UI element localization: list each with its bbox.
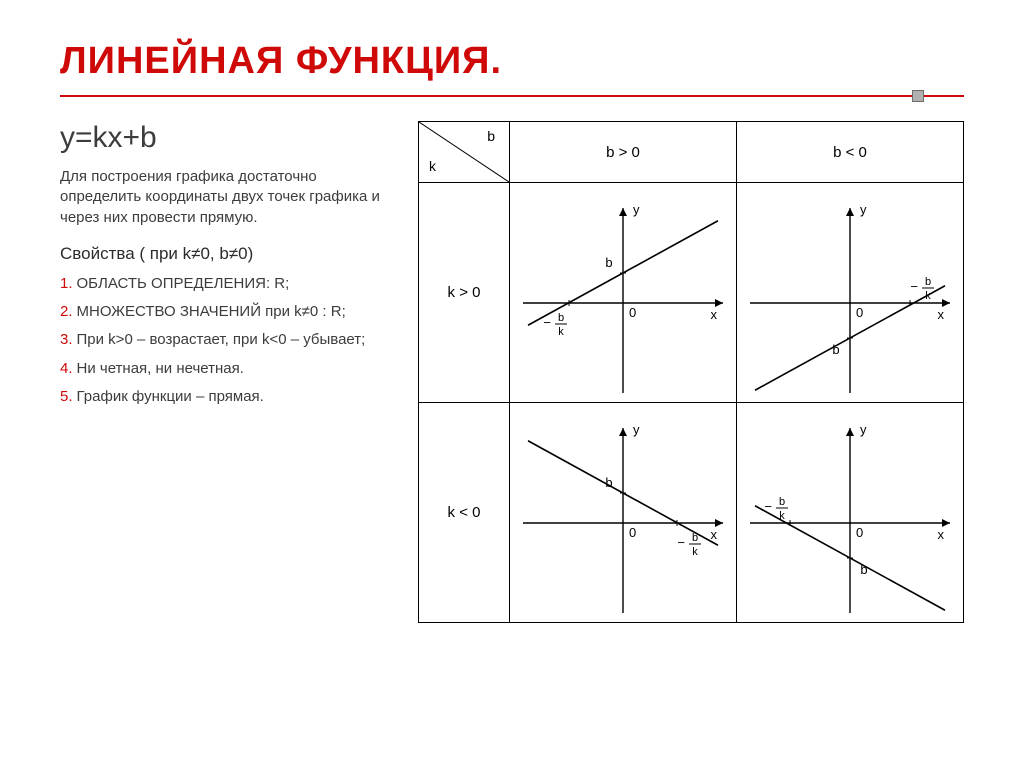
list-item: Ни четная, ни нечетная. <box>60 359 390 379</box>
svg-text:y: y <box>633 422 640 437</box>
corner-cell: b k <box>419 122 509 182</box>
rule-square-icon <box>912 90 924 102</box>
svg-text:−: − <box>764 499 772 514</box>
svg-text:k: k <box>779 510 785 522</box>
corner-k-label: k <box>429 158 436 174</box>
svg-text:b: b <box>925 276 931 288</box>
col-header: b < 0 <box>737 122 964 183</box>
chart-cell-kpos-bpos: x y 0 b − b k <box>510 183 736 402</box>
svg-text:b: b <box>832 342 839 357</box>
svg-text:0: 0 <box>856 305 863 320</box>
intro-paragraph: Для построения графика достаточно опреде… <box>60 167 390 228</box>
svg-text:k: k <box>692 546 698 558</box>
svg-text:−: − <box>543 315 551 330</box>
page-title: ЛИНЕЙНАЯ ФУНКЦИЯ. <box>60 40 964 83</box>
title-rule <box>60 89 964 103</box>
corner-b-label: b <box>487 128 495 144</box>
svg-text:x: x <box>938 527 945 542</box>
svg-text:k: k <box>925 290 931 302</box>
svg-text:−: − <box>677 535 685 550</box>
svg-text:0: 0 <box>629 525 636 540</box>
row-header: k < 0 <box>419 403 510 623</box>
list-item: МНОЖЕСТВО ЗНАЧЕНИЙ при k≠0 : R; <box>60 302 390 322</box>
svg-text:x: x <box>711 307 718 322</box>
col-header: b > 0 <box>510 122 737 183</box>
text-column: y=kx+b Для построения графика достаточно… <box>60 121 390 415</box>
properties-list: ОБЛАСТЬ ОПРЕДЕЛЕНИЯ: R; МНОЖЕСТВО ЗНАЧЕН… <box>60 274 390 407</box>
chart-cell-kpos-bneg: x y 0 b − b k <box>737 183 963 402</box>
svg-text:−: − <box>910 279 918 294</box>
chart-cell-kneg-bneg: x y 0 b − b k <box>737 403 963 622</box>
list-item: При k>0 – возрастает, при k<0 – убывает; <box>60 330 390 350</box>
row-header: k > 0 <box>419 183 510 403</box>
svg-text:b: b <box>605 475 612 490</box>
svg-text:b: b <box>692 532 698 544</box>
svg-text:y: y <box>633 202 640 217</box>
properties-heading: Свойства ( при k≠0, b≠0) <box>60 244 390 264</box>
svg-text:0: 0 <box>856 525 863 540</box>
chart-table-region: b k b > 0 b < 0 k > 0 x y 0 b − <box>418 121 964 623</box>
formula: y=kx+b <box>60 121 390 155</box>
svg-text:x: x <box>938 307 945 322</box>
svg-text:b: b <box>779 496 785 508</box>
chart-cell-kneg-bpos: x y 0 b − b k <box>510 403 736 622</box>
svg-text:b: b <box>860 562 867 577</box>
cases-table: b k b > 0 b < 0 k > 0 x y 0 b − <box>418 121 964 623</box>
list-item: ОБЛАСТЬ ОПРЕДЕЛЕНИЯ: R; <box>60 274 390 294</box>
list-item: График функции – прямая. <box>60 387 390 407</box>
svg-text:x: x <box>711 527 718 542</box>
svg-text:b: b <box>605 255 612 270</box>
svg-text:y: y <box>860 202 867 217</box>
svg-text:y: y <box>860 422 867 437</box>
svg-text:b: b <box>558 312 564 324</box>
svg-text:k: k <box>558 326 564 338</box>
svg-text:0: 0 <box>629 305 636 320</box>
